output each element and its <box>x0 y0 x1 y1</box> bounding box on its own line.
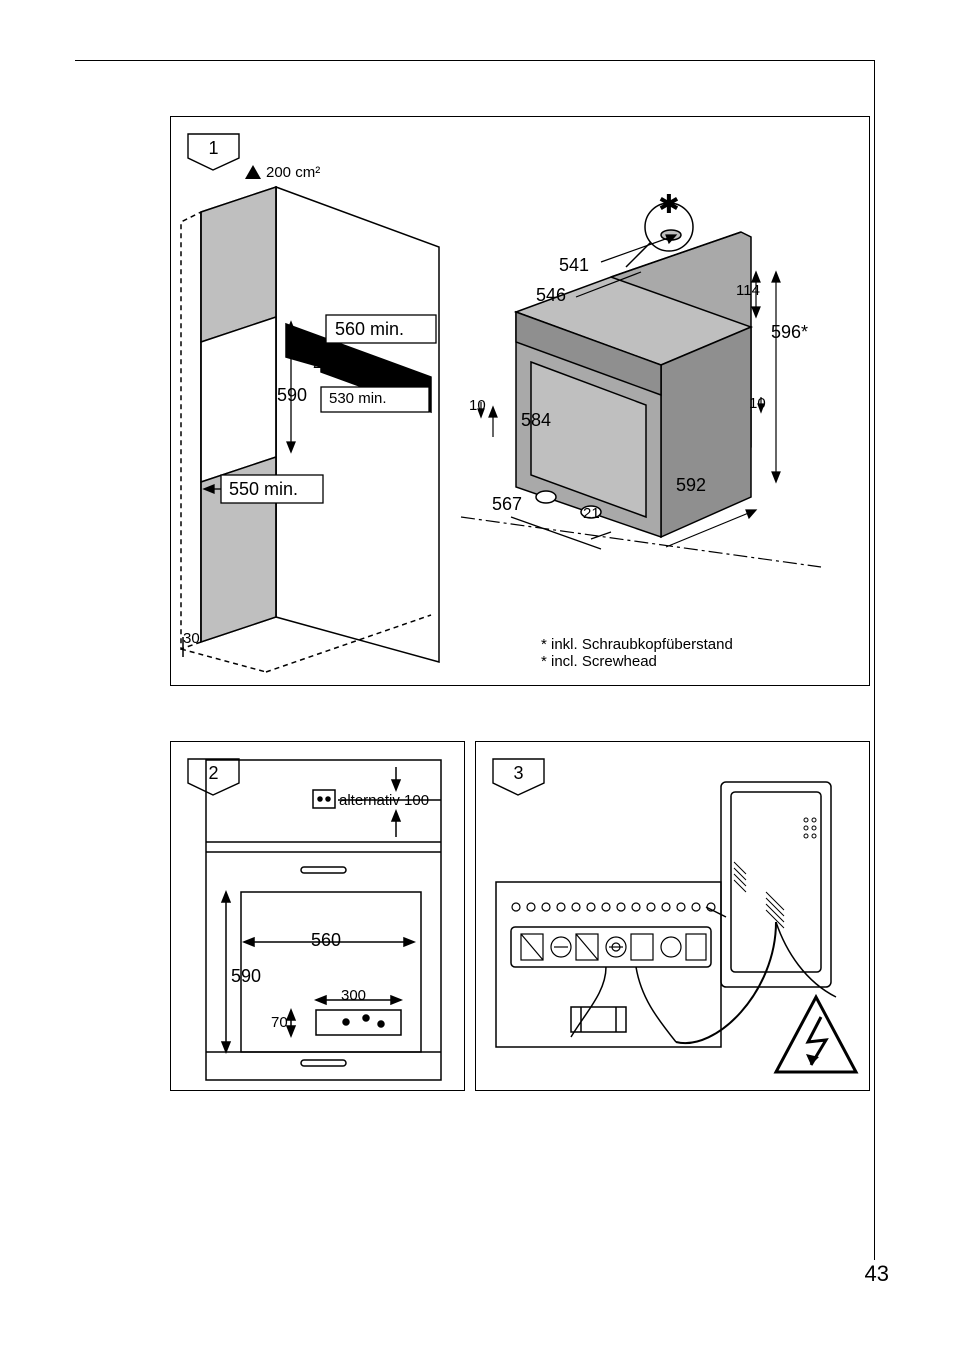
ventilation-label: 200 cm² <box>266 164 320 181</box>
dim-30: 30 <box>183 630 200 647</box>
dim-114: 114 <box>736 282 760 299</box>
dim-584: 584 <box>521 410 551 431</box>
dim-alt100: alternativ 100 <box>339 792 429 809</box>
dim-530min: 530 min. <box>329 390 387 407</box>
dim-10b: 10 <box>749 395 766 412</box>
dim-596: 596* <box>771 322 808 343</box>
figure-1: 1 <box>170 116 870 686</box>
dim-10a: 10 <box>469 397 486 414</box>
footnote-2: * incl. Screwhead <box>541 653 657 670</box>
dim-590b: 590 <box>231 966 261 987</box>
figure-2: 2 <box>170 741 465 1091</box>
dim-20: 20 <box>313 355 330 372</box>
dim-560min: 560 min. <box>335 319 404 340</box>
dim-21: 21 <box>583 505 600 522</box>
page-frame: 1 <box>75 60 875 1260</box>
figure-3: 3 <box>475 741 870 1091</box>
dim-567: 567 <box>492 494 522 515</box>
dim-560: 560 <box>311 930 341 951</box>
dim-590: 590 <box>272 385 307 406</box>
dim-550min: 550 min. <box>229 479 298 500</box>
dim-546: 546 <box>536 285 566 306</box>
dim-70: 70 <box>271 1014 288 1031</box>
star-icon: ✱ <box>658 189 680 220</box>
page-number: 43 <box>865 1261 889 1287</box>
footnote-1: * inkl. Schraubkopfüberstand <box>541 636 733 653</box>
fig3-drawing <box>476 742 871 1092</box>
dim-541: 541 <box>559 255 589 276</box>
dim-592: 592 <box>676 475 706 496</box>
dim-300: 300 <box>341 987 366 1004</box>
